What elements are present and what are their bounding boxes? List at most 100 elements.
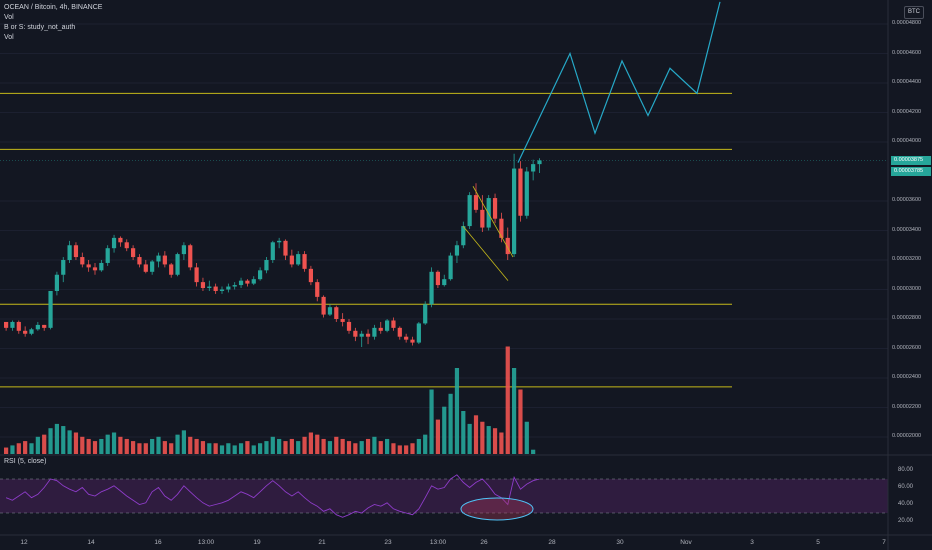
study-legend[interactable]: B or S: study_not_auth bbox=[4, 24, 76, 31]
volume-bar bbox=[321, 438, 326, 454]
projection-path bbox=[517, 1, 721, 163]
volume-bar bbox=[378, 441, 383, 454]
candle-body bbox=[442, 279, 447, 286]
rsi-band bbox=[0, 479, 888, 513]
candle-body bbox=[137, 257, 142, 265]
candle-body bbox=[385, 320, 390, 331]
candle-body bbox=[61, 260, 66, 275]
volume-bar bbox=[353, 443, 358, 454]
volume-bar bbox=[137, 443, 142, 454]
candle-body bbox=[531, 164, 536, 172]
candle-body bbox=[73, 245, 79, 258]
volume-bar bbox=[73, 432, 79, 454]
candle-body bbox=[302, 254, 307, 269]
candle-body bbox=[162, 255, 167, 265]
candle-body bbox=[258, 270, 263, 280]
volume-bar bbox=[4, 447, 9, 454]
volume-bar bbox=[251, 445, 256, 454]
volume-bar bbox=[48, 428, 53, 454]
candle-body bbox=[213, 286, 218, 291]
volume-bar bbox=[23, 441, 28, 454]
candle-body bbox=[308, 268, 313, 283]
candle-body bbox=[86, 264, 91, 268]
price-tick: 0.00004600 bbox=[892, 49, 922, 56]
volume-bar bbox=[264, 441, 269, 454]
candle-body bbox=[467, 195, 472, 227]
candle-body bbox=[391, 320, 396, 328]
volume-bar bbox=[277, 438, 282, 454]
volume-bar bbox=[207, 443, 212, 454]
candle-body bbox=[518, 168, 523, 216]
secondary-price-tag: 0.00003785 bbox=[891, 167, 931, 177]
volume-bar bbox=[213, 443, 218, 454]
candle-body bbox=[423, 304, 428, 324]
volume-bar bbox=[435, 419, 440, 454]
candle-body bbox=[327, 307, 333, 315]
volume-legend-2[interactable]: Vol bbox=[4, 34, 14, 41]
candle-body bbox=[404, 336, 409, 340]
candle-body bbox=[80, 257, 85, 265]
candle-body bbox=[29, 329, 34, 334]
price-tick: 0.00004000 bbox=[892, 138, 922, 144]
candle-body bbox=[4, 321, 9, 328]
candle-body bbox=[346, 321, 352, 331]
candle-body bbox=[480, 209, 485, 228]
flag-upper-line bbox=[472, 186, 514, 258]
candle-body bbox=[105, 248, 110, 263]
candle-body bbox=[251, 279, 256, 284]
chart-grid bbox=[0, 23, 888, 438]
symbol-title[interactable]: OCEAN / Bitcoin, 4h, BINANCE bbox=[4, 4, 103, 11]
time-tick: 23 bbox=[384, 539, 392, 546]
candle-body bbox=[131, 248, 136, 258]
time-tick: 5 bbox=[816, 539, 820, 546]
volume-bar bbox=[359, 441, 364, 454]
price-tick: 0.00003000 bbox=[892, 285, 922, 292]
candle-body bbox=[359, 333, 364, 337]
volume-bar bbox=[54, 423, 59, 454]
candle-body bbox=[473, 195, 479, 210]
candle-body bbox=[289, 255, 294, 265]
volume-bar bbox=[258, 443, 263, 454]
volume-bar bbox=[29, 443, 34, 454]
candle-body bbox=[188, 245, 193, 268]
volume-bar bbox=[518, 389, 523, 454]
volume-bar bbox=[143, 443, 148, 454]
volume-bar bbox=[391, 443, 396, 454]
volume-bar bbox=[423, 434, 428, 454]
candle-body bbox=[277, 240, 282, 243]
rsi-tick: 60.00 bbox=[898, 483, 914, 490]
candle-body bbox=[16, 321, 21, 331]
candle-body bbox=[334, 307, 339, 319]
currency-badge[interactable]: BTC bbox=[904, 6, 924, 19]
volume-bar bbox=[86, 438, 91, 454]
volume-bar bbox=[531, 449, 536, 454]
rsi-tick: 80.00 bbox=[898, 466, 914, 473]
volume-bar bbox=[131, 441, 136, 454]
candle-body bbox=[321, 296, 326, 315]
volume-bar bbox=[156, 436, 161, 454]
price-tick: 0.00002000 bbox=[892, 433, 922, 439]
candle-body bbox=[365, 333, 371, 337]
candle-body bbox=[512, 168, 517, 255]
volume-bar bbox=[315, 434, 320, 454]
candle-body bbox=[143, 264, 148, 272]
candle-body bbox=[492, 198, 498, 219]
volume-bar bbox=[473, 415, 479, 454]
volume-bar bbox=[334, 436, 339, 454]
rsi-legend[interactable]: RSI (5, close) bbox=[4, 458, 47, 465]
volume-bar bbox=[35, 436, 40, 454]
volume-bar bbox=[480, 421, 485, 454]
volume-legend[interactable]: Vol bbox=[4, 14, 14, 21]
volume-bar bbox=[16, 443, 21, 454]
volume-bar bbox=[194, 438, 199, 454]
volume-bar bbox=[372, 436, 377, 454]
volume-bar bbox=[124, 438, 129, 454]
time-tick: 13:00 bbox=[429, 539, 447, 546]
candle-body bbox=[454, 245, 460, 256]
price-tick: 0.00002600 bbox=[892, 344, 922, 351]
candle-body bbox=[435, 271, 440, 286]
price-tick: 0.00003400 bbox=[892, 226, 922, 233]
rsi-tick: 20.00 bbox=[898, 517, 914, 524]
volume-bar bbox=[505, 346, 510, 454]
